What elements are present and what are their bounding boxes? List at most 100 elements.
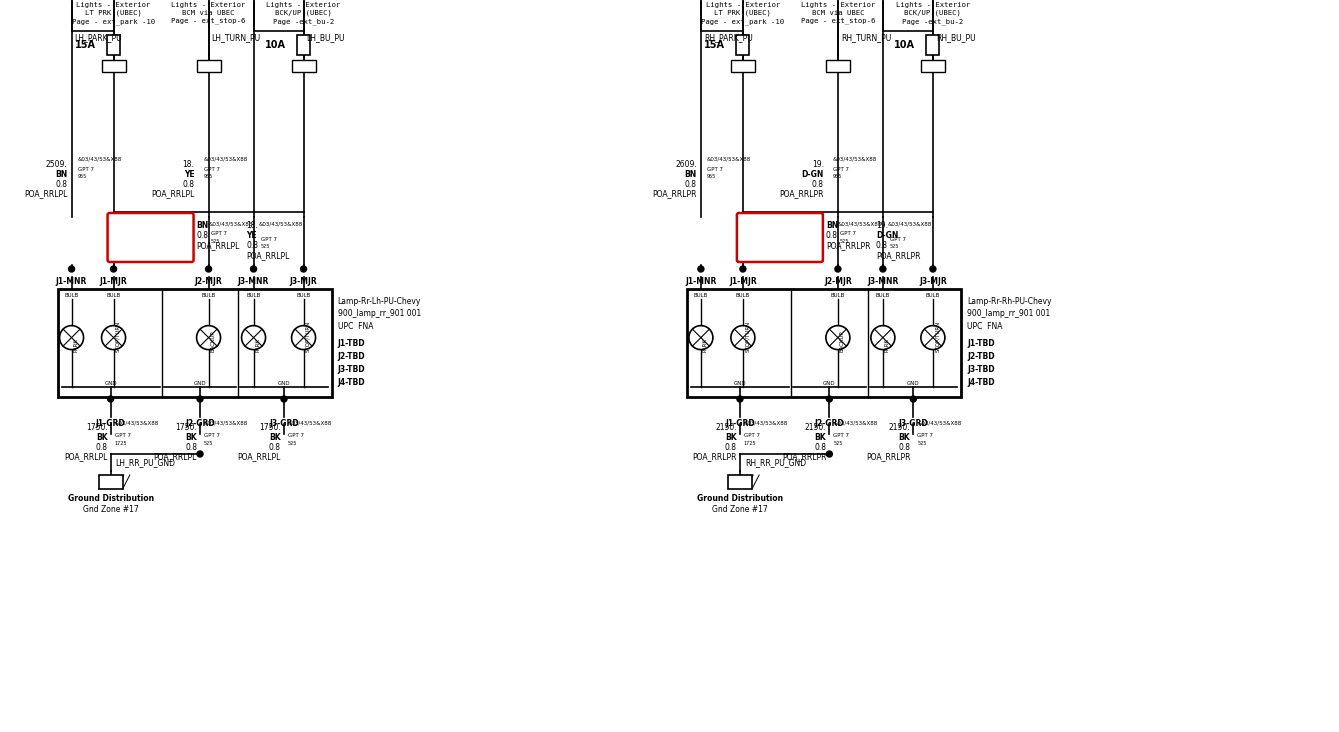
Text: POA_RRLPL: POA_RRLPL	[24, 190, 67, 198]
Text: 525: 525	[204, 441, 213, 446]
Text: J2-TBD: J2-TBD	[967, 352, 995, 361]
Circle shape	[250, 266, 257, 272]
Text: 2150.: 2150.	[805, 422, 826, 431]
Text: 0.8: 0.8	[185, 443, 197, 452]
Text: J1-MJR: J1-MJR	[728, 277, 757, 286]
Text: GND: GND	[907, 381, 920, 386]
Text: POA_RRLPL: POA_RRLPL	[151, 190, 194, 198]
Text: J1-TBD: J1-TBD	[337, 339, 366, 348]
Text: 0.8: 0.8	[95, 443, 107, 452]
Text: GND: GND	[734, 381, 746, 386]
Text: PARK: PARK	[703, 337, 708, 351]
Text: &03/43/53&X88: &03/43/53&X88	[917, 420, 961, 425]
Text: 10A: 10A	[894, 40, 915, 50]
Text: J2-TBD: J2-TBD	[337, 352, 366, 361]
Text: BULB: BULB	[201, 293, 216, 298]
Text: J3-TBD: J3-TBD	[337, 365, 366, 374]
Text: GPT 7: GPT 7	[763, 237, 779, 242]
Text: POA_RRLPL: POA_RRLPL	[154, 452, 197, 461]
Text: 18.: 18.	[246, 221, 258, 230]
Bar	[736, 35, 750, 55]
Text: 525: 525	[890, 244, 900, 249]
Text: 10A: 10A	[265, 40, 285, 50]
Text: J4-TBD: J4-TBD	[967, 378, 995, 387]
Text: &03/43/53&X88: &03/43/53&X88	[204, 157, 248, 162]
Text: J2-MJR: J2-MJR	[823, 277, 852, 286]
Text: BK: BK	[726, 433, 736, 441]
Text: J1-TBD: J1-TBD	[967, 339, 995, 348]
Text: &03/43/53&X88: &03/43/53&X88	[758, 221, 802, 226]
Text: POA_RRLPR: POA_RRLPR	[746, 251, 790, 260]
Text: L-GN: L-GN	[116, 231, 138, 240]
Text: 18.: 18.	[182, 160, 194, 168]
Circle shape	[911, 396, 916, 402]
Text: BULB: BULB	[246, 293, 261, 298]
Text: J4-TBD: J4-TBD	[337, 378, 366, 387]
Text: 1725: 1725	[115, 441, 127, 446]
Bar	[731, 60, 755, 72]
Text: &03/43/53&X88: &03/43/53&X88	[288, 420, 332, 425]
Text: 19.: 19.	[811, 160, 823, 168]
Circle shape	[836, 266, 841, 272]
Text: GPT 7: GPT 7	[134, 237, 150, 242]
Text: &03/43/53&X88: &03/43/53&X88	[744, 420, 789, 425]
Text: POA_RRLPR: POA_RRLPR	[652, 190, 696, 198]
Text: BACKUP: BACKUP	[210, 330, 216, 351]
Text: 0.8: 0.8	[724, 443, 736, 452]
Text: 0.8: 0.8	[197, 231, 209, 240]
Text: Lights - Exterior
BCK/UP (UBEC)
Page -ext_bu-2: Lights - Exterior BCK/UP (UBEC) Page -ex…	[266, 2, 340, 25]
Bar	[197, 60, 221, 72]
Text: L-GN: L-GN	[746, 231, 767, 240]
Bar	[297, 35, 311, 55]
Text: GPT 7: GPT 7	[115, 433, 131, 438]
Text: 19.: 19.	[876, 221, 888, 230]
Text: BK: BK	[269, 433, 281, 441]
Text: &03/43/53&X88: &03/43/53&X88	[833, 157, 877, 162]
Text: GPT 7: GPT 7	[833, 433, 849, 438]
Text: BK: BK	[898, 433, 911, 441]
Text: 1750.: 1750.	[175, 422, 197, 431]
Text: 0.8: 0.8	[182, 179, 194, 189]
Text: BULB: BULB	[830, 293, 845, 298]
Text: BN: BN	[55, 170, 67, 179]
Text: GND: GND	[194, 381, 206, 386]
Bar	[99, 475, 123, 489]
Text: 2609.: 2609.	[675, 160, 696, 168]
Text: 2509.: 2509.	[162, 221, 183, 230]
Text: Gnd Zone #17: Gnd Zone #17	[83, 505, 138, 514]
Text: BULB: BULB	[925, 293, 940, 298]
Text: GPT 7: GPT 7	[890, 237, 907, 242]
Text: 0.8: 0.8	[116, 241, 129, 250]
Bar	[687, 289, 961, 397]
Text: POA_RRLPR: POA_RRLPR	[876, 251, 920, 260]
Text: BN: BN	[826, 221, 838, 230]
Text: J1-MNR: J1-MNR	[686, 277, 716, 286]
Text: 24.: 24.	[746, 221, 758, 230]
Text: J2-MJR: J2-MJR	[194, 277, 222, 286]
Text: RH_BU_PU: RH_BU_PU	[936, 33, 976, 42]
Text: Lamp-Rr-Lh-PU-Chevy: Lamp-Rr-Lh-PU-Chevy	[337, 297, 420, 306]
Text: BK: BK	[96, 433, 107, 441]
Text: POA_RRLPL: POA_RRLPL	[237, 452, 281, 461]
Text: GPT 7: GPT 7	[204, 166, 220, 171]
Circle shape	[300, 266, 307, 272]
Text: BULB: BULB	[64, 293, 79, 298]
Text: J3-GRD: J3-GRD	[898, 419, 928, 428]
Text: 670: 670	[763, 244, 773, 249]
Text: 525: 525	[840, 239, 849, 244]
Text: &03/43/53&X88: &03/43/53&X88	[204, 420, 248, 425]
Text: 0.8: 0.8	[814, 443, 826, 452]
Text: &03/43/53&X88: &03/43/53&X88	[258, 221, 303, 226]
Text: YE: YE	[183, 170, 194, 179]
Text: POA_RRLPL: POA_RRLPL	[64, 452, 107, 461]
Text: LH_BU_PU: LH_BU_PU	[307, 33, 345, 42]
Text: GPT 7: GPT 7	[261, 237, 277, 242]
Text: 0.8: 0.8	[55, 179, 67, 189]
Text: &03/43/53&X88: &03/43/53&X88	[707, 157, 751, 162]
Circle shape	[68, 266, 75, 272]
Text: J1-MJR: J1-MJR	[99, 277, 127, 286]
Text: 2609.: 2609.	[791, 221, 813, 230]
Text: PARK: PARK	[74, 337, 79, 351]
Text: Ground Distribution: Ground Distribution	[696, 494, 783, 503]
Text: 900_lamp_rr_901 001: 900_lamp_rr_901 001	[967, 309, 1050, 318]
